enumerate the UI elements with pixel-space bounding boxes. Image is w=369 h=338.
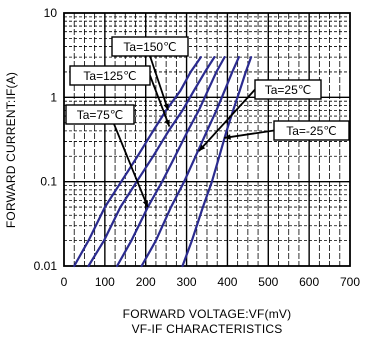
annotation-arrow [198, 88, 256, 152]
series-line-3 [115, 55, 226, 268]
annotation-arrow [224, 129, 275, 139]
series-line-5 [181, 55, 253, 268]
series-line-2 [87, 55, 216, 268]
annotation-label: Ta=25℃ [265, 83, 312, 97]
annotation-arrowhead [142, 200, 148, 208]
x-tick-label: 500 [258, 275, 278, 289]
annotation-label: Ta=-25℃ [286, 124, 337, 138]
y-tick-label: 10 [44, 6, 58, 20]
x-tick-label: 0 [61, 275, 68, 289]
curves [73, 55, 253, 268]
annotation-arrowhead [163, 103, 169, 111]
y-tick-label: 0.1 [40, 175, 57, 189]
y-axis-title: FORWARD CURRENT:IF(A) [4, 72, 18, 228]
annotation-arrow [149, 55, 170, 111]
annotation-label: Ta=75℃ [77, 108, 124, 122]
tick-labels: 0 100 200 300 400 500 600 700 0.01 0.1 1 10 [34, 6, 361, 289]
annotation-arrow [149, 75, 171, 127]
y-tick-label: 1 [50, 90, 57, 104]
x-tick-label: 700 [340, 275, 360, 289]
annotation-arrow [113, 123, 149, 208]
series-line-1 [73, 55, 202, 268]
annotation-arrowhead [164, 119, 170, 127]
annotation-box [69, 65, 151, 86]
y-tick-label: 0.01 [34, 259, 58, 273]
x-tick-label: 600 [299, 275, 319, 289]
x-tick-label: 400 [217, 275, 237, 289]
x-axis-title: FORWARD VOLTAGE:VF(mV) [123, 307, 292, 321]
chart-subtitle: VF-IF CHARACTERISTICS [132, 322, 283, 336]
annotation-label: Ta=150℃ [123, 40, 176, 54]
annotation-box [254, 79, 322, 100]
annotation-arrowhead [224, 134, 231, 140]
plot-frame [63, 12, 351, 267]
annotation-box [111, 36, 189, 57]
annotation-label: Ta=125℃ [83, 69, 136, 83]
x-tick-label: 200 [136, 275, 156, 289]
annotation-box [65, 104, 135, 125]
annotation-arrowhead [198, 144, 206, 152]
x-tick-label: 100 [95, 275, 115, 289]
annotations: Ta=150℃ Ta=125℃ Ta=75℃ Ta=25℃ Ta=-25℃ [65, 36, 350, 208]
x-tick-label: 300 [177, 275, 197, 289]
series-line-4 [140, 55, 240, 268]
annotation-box [273, 120, 350, 141]
